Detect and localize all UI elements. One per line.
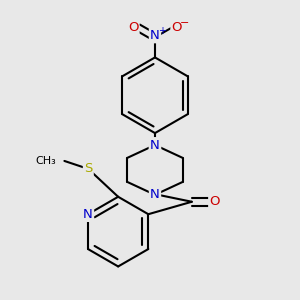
Text: N: N xyxy=(150,29,160,42)
Text: +: + xyxy=(158,26,166,36)
Text: −: − xyxy=(180,18,190,28)
Text: N: N xyxy=(150,139,160,152)
Text: N: N xyxy=(150,188,160,201)
Text: O: O xyxy=(209,195,220,208)
Text: O: O xyxy=(172,21,182,34)
Text: N: N xyxy=(83,208,93,221)
Text: O: O xyxy=(128,21,138,34)
Text: S: S xyxy=(84,162,92,176)
Text: CH₃: CH₃ xyxy=(36,156,56,166)
Text: N: N xyxy=(150,139,160,152)
